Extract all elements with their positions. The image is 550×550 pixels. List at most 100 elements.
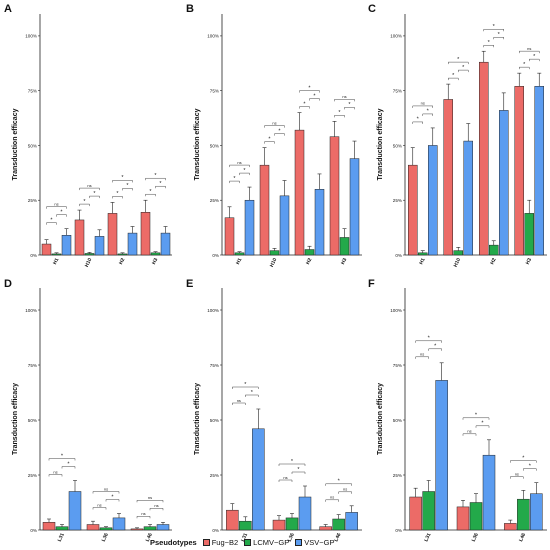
- bar-lcmv-gp-h1: [418, 252, 428, 256]
- legend: Pseudotypes Fug−B2 LCMV−GP VSV−GP: [150, 536, 400, 548]
- significance-label: *: [154, 173, 157, 179]
- significance-label: *: [61, 453, 64, 459]
- significance-label: *: [533, 54, 536, 60]
- panel-f: F Transduction efficacy 0% 25% 50% 75% 100% L31…: [368, 278, 547, 543]
- bar-lcmv-gp-l31: [422, 491, 435, 531]
- significance-bracket: [448, 77, 459, 81]
- y-tick-label: 50%: [393, 418, 402, 423]
- significance-bracket: [458, 69, 469, 73]
- bar-fug-b2-h2: [107, 213, 118, 256]
- y-tick-label: 0%: [212, 253, 219, 258]
- bar-lcmv-gp-l36: [99, 527, 113, 531]
- significance-bracket: [145, 177, 166, 181]
- significance-label: ns: [141, 511, 145, 516]
- bar-vsv-gp-h2: [314, 189, 325, 256]
- y-tick-label: 0%: [30, 253, 37, 258]
- bar-lcmv-gp-l36: [469, 502, 483, 531]
- significance-label: *: [428, 336, 431, 342]
- bar-lcmv-gp-h1: [51, 253, 62, 256]
- significance-bracket: [46, 206, 67, 209]
- panel-d: D Transduction efficacy 0% 25% 50% 75% 100% L31…: [4, 278, 172, 543]
- bar-lcmv-gp-h2: [489, 244, 499, 256]
- bar-fug-b2-l31: [226, 509, 239, 531]
- significance-label: *: [348, 102, 351, 108]
- bar-fug-b2-h10: [259, 164, 270, 256]
- significance-label: *: [291, 459, 294, 465]
- bar-fug-b2-l31: [42, 522, 56, 531]
- x-tick-label: H1: [418, 257, 426, 266]
- significance-bracket: [46, 222, 57, 225]
- significance-label: *: [452, 73, 455, 79]
- significance-label: ns: [421, 101, 425, 106]
- bar-vsv-gp-l31: [68, 491, 82, 531]
- legend-swatch-lcmv-gp: [244, 538, 252, 546]
- y-axis-label: Transduction efficacy: [377, 108, 384, 180]
- significance-label: *: [523, 62, 526, 68]
- significance-bracket: [415, 340, 442, 343]
- significance-bracket: [92, 491, 120, 494]
- x-tick-label: L36: [287, 532, 296, 543]
- significance-bracket: [412, 121, 423, 124]
- significance-label: ns: [527, 46, 531, 51]
- significance-bracket: [229, 164, 250, 168]
- significance-label: *: [417, 117, 420, 123]
- y-tick-label: 75%: [393, 363, 402, 368]
- bar-vsv-gp-h10: [94, 236, 105, 256]
- significance-label: ns: [54, 202, 58, 207]
- bar-fug-b2-h2: [294, 129, 305, 256]
- legend-label-lcmv-gp: LCMV−GP: [253, 537, 290, 547]
- y-tick-label: 25%: [393, 473, 402, 478]
- bar-fug-b2-h10: [443, 99, 453, 256]
- significance-label: *: [522, 456, 525, 462]
- significance-bracket: [278, 479, 293, 482]
- x-tick-label: H3: [525, 257, 533, 266]
- significance-label: *: [297, 467, 300, 473]
- significance-bracket: [483, 44, 494, 48]
- bar-lcmv-gp-h2: [304, 249, 315, 256]
- significance-label: *: [83, 199, 86, 205]
- bar-vsv-gp-l46: [156, 524, 170, 531]
- significance-bracket: [325, 483, 352, 486]
- y-tick-label: 100%: [25, 34, 37, 39]
- significance-bracket: [334, 99, 355, 102]
- significance-label: *: [338, 110, 341, 116]
- significance-bracket: [412, 105, 433, 108]
- y-tick-label: 100%: [390, 34, 402, 39]
- bar-vsv-gp-l31: [252, 428, 265, 531]
- significance-label: ns: [420, 352, 424, 357]
- y-tick-label: 75%: [210, 88, 219, 93]
- bar-vsv-gp-h1: [428, 145, 438, 256]
- significance-bracket: [112, 196, 123, 199]
- y-tick-label: 50%: [28, 143, 37, 148]
- bar-lcmv-gp-l46: [517, 498, 530, 531]
- significance-bracket: [299, 106, 310, 109]
- bar-vsv-gp-l36: [112, 517, 126, 531]
- y-tick-label: 50%: [28, 418, 37, 423]
- significance-label: *: [488, 40, 491, 46]
- x-tick-label: H10: [269, 257, 278, 268]
- legend-item-fug-b2: Fug−B2: [202, 538, 238, 547]
- bar-fug-b2-l36: [272, 519, 286, 531]
- y-axis-label: Transduction efficacy: [12, 108, 19, 180]
- significance-bracket: [112, 180, 133, 183]
- significance-label: *: [427, 109, 430, 115]
- y-tick-label: 50%: [210, 143, 219, 148]
- significance-bracket: [338, 491, 352, 494]
- significance-bracket: [291, 471, 306, 474]
- bar-lcmv-gp-l31: [239, 520, 252, 531]
- bar-vsv-gp-l36: [298, 496, 312, 531]
- significance-bracket: [56, 214, 67, 217]
- significance-label: *: [303, 101, 306, 107]
- x-tick-label: H2: [489, 257, 497, 266]
- significance-bracket: [245, 394, 259, 397]
- significance-bracket: [448, 61, 469, 65]
- y-axis-label: Transduction efficacy: [194, 383, 201, 455]
- significance-label: ns: [237, 398, 241, 403]
- significance-bracket: [334, 115, 345, 118]
- x-tick-label: H1: [235, 257, 243, 266]
- bar-lcmv-gp-h3: [339, 237, 350, 256]
- significance-bracket: [483, 28, 504, 32]
- significance-bracket: [149, 508, 164, 511]
- legend-swatch-fug-b2: [202, 538, 210, 546]
- y-tick-label: 50%: [210, 418, 219, 423]
